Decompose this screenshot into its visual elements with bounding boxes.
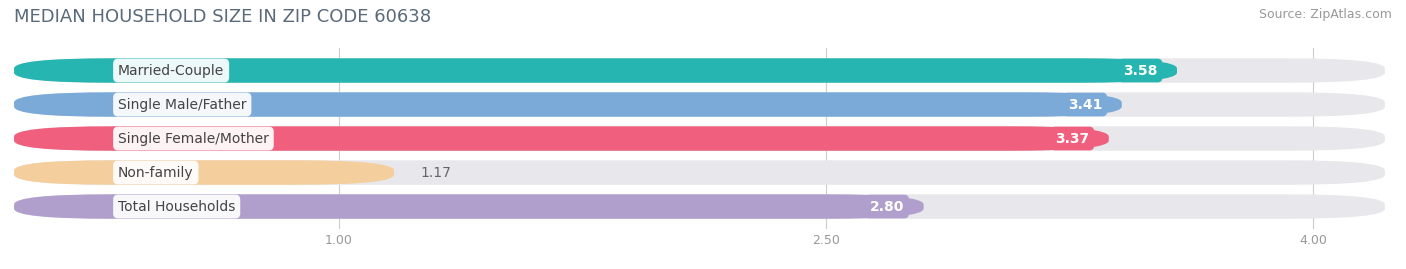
FancyBboxPatch shape	[14, 126, 1385, 151]
Text: 3.58: 3.58	[1123, 63, 1157, 77]
Text: Single Female/Mother: Single Female/Mother	[118, 132, 269, 146]
FancyBboxPatch shape	[14, 92, 1385, 117]
Text: Total Households: Total Households	[118, 200, 235, 214]
FancyBboxPatch shape	[14, 160, 394, 185]
FancyBboxPatch shape	[14, 58, 1177, 83]
Text: MEDIAN HOUSEHOLD SIZE IN ZIP CODE 60638: MEDIAN HOUSEHOLD SIZE IN ZIP CODE 60638	[14, 8, 432, 26]
FancyBboxPatch shape	[14, 160, 1385, 185]
Text: 3.37: 3.37	[1054, 132, 1090, 146]
FancyBboxPatch shape	[14, 194, 924, 219]
FancyBboxPatch shape	[14, 92, 1122, 117]
FancyBboxPatch shape	[14, 58, 1385, 83]
FancyBboxPatch shape	[14, 194, 1385, 219]
Text: 3.41: 3.41	[1069, 98, 1102, 112]
Text: Source: ZipAtlas.com: Source: ZipAtlas.com	[1258, 8, 1392, 21]
Text: Married-Couple: Married-Couple	[118, 63, 225, 77]
Text: Non-family: Non-family	[118, 165, 194, 179]
Text: Single Male/Father: Single Male/Father	[118, 98, 246, 112]
FancyBboxPatch shape	[14, 126, 1109, 151]
Text: 1.17: 1.17	[420, 165, 451, 179]
Text: 2.80: 2.80	[870, 200, 904, 214]
